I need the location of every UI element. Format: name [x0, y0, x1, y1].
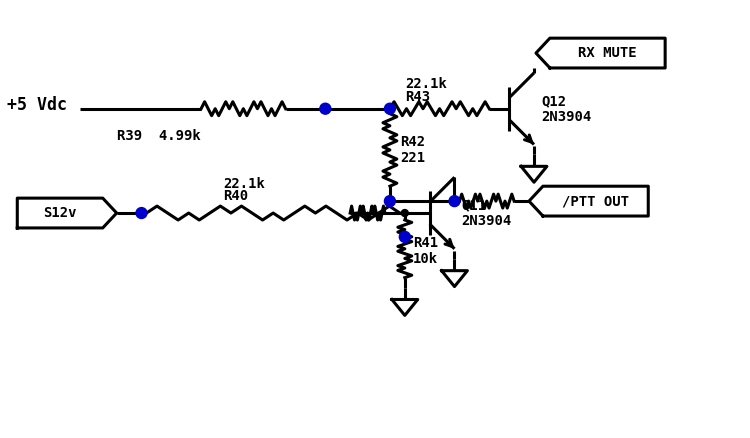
- Text: 22.1k: 22.1k: [405, 77, 447, 91]
- Text: 2N3904: 2N3904: [541, 110, 591, 124]
- Circle shape: [399, 231, 410, 242]
- Text: R40: R40: [224, 189, 248, 203]
- Text: RX MUTE: RX MUTE: [578, 46, 637, 60]
- Text: R39  4.99k: R39 4.99k: [117, 129, 200, 143]
- Circle shape: [385, 103, 395, 114]
- Circle shape: [136, 208, 147, 219]
- Text: R43: R43: [405, 90, 430, 104]
- Text: R41: R41: [413, 237, 438, 251]
- Text: Q12: Q12: [541, 94, 566, 108]
- Text: 22.1k: 22.1k: [224, 177, 266, 191]
- Circle shape: [385, 196, 395, 207]
- Text: +5 Vdc: +5 Vdc: [8, 96, 68, 114]
- Text: 2N3904: 2N3904: [461, 214, 512, 228]
- Circle shape: [449, 196, 460, 207]
- Text: S12v: S12v: [44, 206, 76, 220]
- Text: R42: R42: [400, 135, 425, 149]
- Text: 221: 221: [400, 151, 425, 165]
- Circle shape: [401, 209, 408, 216]
- Circle shape: [320, 103, 331, 114]
- Text: /PTT OUT: /PTT OUT: [562, 194, 629, 208]
- Text: Q11: Q11: [461, 198, 487, 212]
- Text: 10k: 10k: [413, 252, 438, 266]
